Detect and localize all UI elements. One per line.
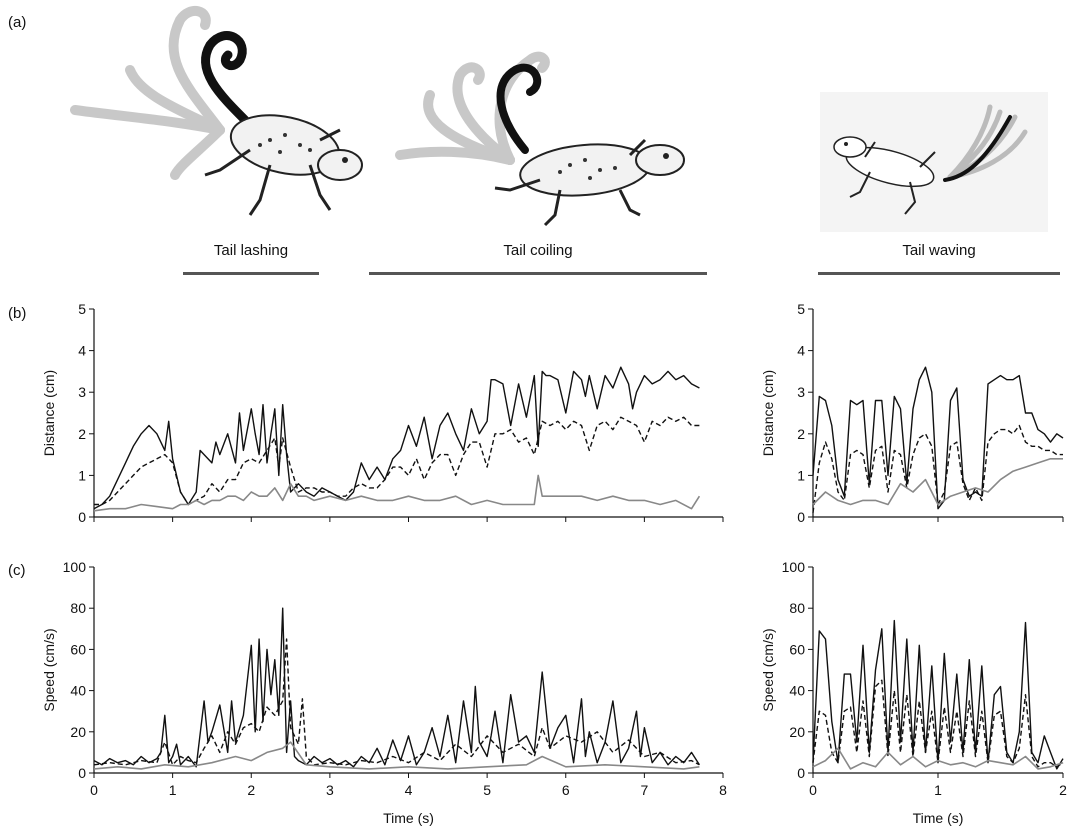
speed-left-x-tick-label: 2 bbox=[247, 782, 255, 798]
speed-right-x-tick-label: 2 bbox=[1059, 782, 1067, 798]
panel-label-b: (b) bbox=[8, 305, 27, 322]
distance-left-series-2-line bbox=[93, 474, 701, 512]
distance-left-series-0-line bbox=[93, 366, 700, 510]
distance-left-ylabel: Distance (cm) bbox=[41, 370, 57, 456]
speed-left-x-tick-label: 6 bbox=[562, 782, 570, 798]
speed-left-y-tick-label: 60 bbox=[70, 641, 86, 657]
distance-left-series-1-line bbox=[94, 416, 700, 506]
speed-right-x-tick-label: 1 bbox=[934, 782, 942, 798]
distance-left-y-tick-label: 3 bbox=[78, 384, 86, 400]
distance-right-y-tick-label: 5 bbox=[797, 301, 805, 317]
speed-right-series-0-line bbox=[812, 619, 1064, 770]
distance-left-y-tick-label: 5 bbox=[78, 301, 86, 317]
distance-right-series-0-line bbox=[812, 366, 1064, 510]
distance-left-y-tick-label: 1 bbox=[78, 467, 86, 483]
speed-right-y-tick-label: 0 bbox=[797, 765, 805, 781]
speed-right-y-tick-label: 100 bbox=[782, 559, 806, 575]
speed-left-xlabel: Time (s) bbox=[383, 810, 434, 826]
speed-left-x-tick-label: 7 bbox=[640, 782, 648, 798]
distance-right-series-2-line bbox=[812, 457, 1063, 506]
speed-right-xlabel: Time (s) bbox=[913, 810, 964, 826]
lizard-tail-coiling-icon bbox=[395, 51, 685, 227]
speed-left-x-tick-label: 8 bbox=[719, 782, 727, 798]
distance-right-y-tick-label: 2 bbox=[797, 426, 805, 442]
distance-left-y-tick-label: 2 bbox=[78, 426, 86, 442]
speed-right-x-tick-label: 0 bbox=[809, 782, 817, 798]
speed-left-y-tick-label: 80 bbox=[70, 600, 86, 616]
speed-left-y-tick-label: 40 bbox=[70, 683, 86, 699]
behavior-label-lashing: Tail lashing bbox=[213, 242, 289, 259]
speed-right-ylabel: Speed (cm/s) bbox=[760, 628, 776, 711]
speed-left-series-1-line bbox=[93, 638, 700, 766]
speed-right-y-tick-label: 40 bbox=[789, 683, 805, 699]
lizard-tail-lashing-icon bbox=[70, 6, 363, 216]
distance-right-y-tick-label: 1 bbox=[797, 467, 805, 483]
speed-right-y-tick-label: 80 bbox=[789, 600, 805, 616]
speed-left-x-tick-label: 5 bbox=[483, 782, 491, 798]
behavior-bar-lashing bbox=[183, 272, 319, 275]
speed-left-ylabel: Speed (cm/s) bbox=[41, 628, 57, 711]
distance-right-ylabel: Distance (cm) bbox=[760, 370, 776, 456]
distance-right-series-1-line bbox=[812, 424, 1063, 513]
speed-left-y-tick-label: 0 bbox=[78, 765, 86, 781]
speed-right-y-tick-label: 60 bbox=[789, 641, 805, 657]
distance-left-y-tick-label: 0 bbox=[78, 509, 86, 525]
panel-label-c: (c) bbox=[8, 562, 26, 579]
speed-left-series-0-line bbox=[93, 607, 700, 768]
speed-left-y-tick-label: 100 bbox=[63, 559, 87, 575]
lizard-tail-waving-icon bbox=[820, 92, 1048, 232]
speed-right-y-tick-label: 20 bbox=[789, 724, 805, 740]
speed-left-y-tick-label: 20 bbox=[70, 724, 86, 740]
speed-left-x-tick-label: 4 bbox=[405, 782, 413, 798]
behavior-label-coiling: Tail coiling bbox=[503, 242, 573, 259]
speed-left-x-tick-label: 3 bbox=[326, 782, 334, 798]
speed-left-series-2-line bbox=[93, 741, 700, 770]
panel-label-a: (a) bbox=[8, 14, 27, 31]
behavior-bar-coiling bbox=[369, 272, 707, 275]
distance-right-y-tick-label: 3 bbox=[797, 384, 805, 400]
distance-right-y-tick-label: 0 bbox=[797, 509, 805, 525]
speed-left-x-tick-label: 0 bbox=[90, 782, 98, 798]
speed-right-series-2-line bbox=[812, 747, 1064, 770]
distance-right-y-tick-label: 4 bbox=[797, 343, 805, 359]
behavior-label-waving: Tail waving bbox=[902, 242, 976, 259]
behavior-bar-waving bbox=[818, 272, 1060, 275]
distance-left-y-tick-label: 4 bbox=[78, 343, 86, 359]
speed-left-x-tick-label: 1 bbox=[169, 782, 177, 798]
